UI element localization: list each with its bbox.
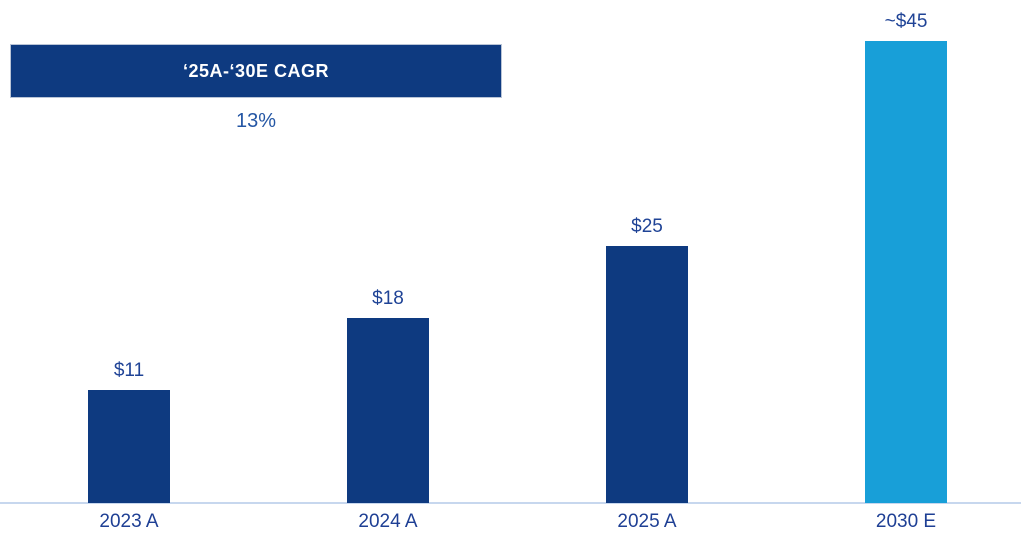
bar-2025-a bbox=[606, 246, 688, 503]
cagr-value: 13% bbox=[235, 110, 277, 132]
bar-2024-a bbox=[347, 318, 429, 503]
x-axis-label: 2025 A bbox=[617, 511, 677, 532]
bar-value-label: ~$45 bbox=[884, 11, 928, 32]
cagr-header-label: ‘25A-‘30E CAGR bbox=[182, 60, 330, 81]
cagr-header-box: ‘25A-‘30E CAGR bbox=[10, 44, 502, 98]
x-axis-label: 2024 A bbox=[358, 511, 418, 532]
bar-value-label: $11 bbox=[113, 360, 145, 381]
x-axis-label: 2030 E bbox=[875, 511, 937, 532]
x-axis-baseline bbox=[0, 502, 1021, 504]
bar-2030-e bbox=[865, 41, 947, 503]
bar-value-label: $25 bbox=[631, 216, 663, 237]
bar-2023-a bbox=[88, 390, 170, 503]
bar-value-label: $18 bbox=[372, 288, 404, 309]
x-axis-label: 2023 A bbox=[99, 511, 159, 532]
